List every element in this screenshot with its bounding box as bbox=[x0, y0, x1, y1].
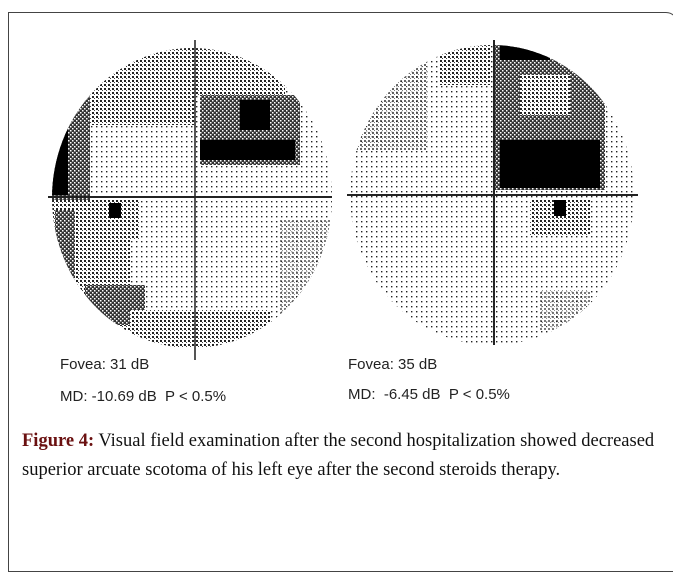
page: Fovea: 31 dB MD: -10.69 dB P < 0.5% Fove… bbox=[0, 0, 673, 549]
caption: Figure 4: Visual field examination after… bbox=[22, 427, 662, 485]
caption-text: Visual field examination after the secon… bbox=[22, 431, 654, 480]
caption-label: Figure 4: bbox=[22, 431, 94, 451]
fovea-label: Fovea: 35 dB bbox=[348, 356, 437, 373]
md-label: MD: -10.69 dB P < 0.5% bbox=[60, 388, 226, 405]
fovea-label: Fovea: 31 dB bbox=[60, 356, 149, 373]
md-label: MD: -6.45 dB P < 0.5% bbox=[348, 386, 510, 403]
